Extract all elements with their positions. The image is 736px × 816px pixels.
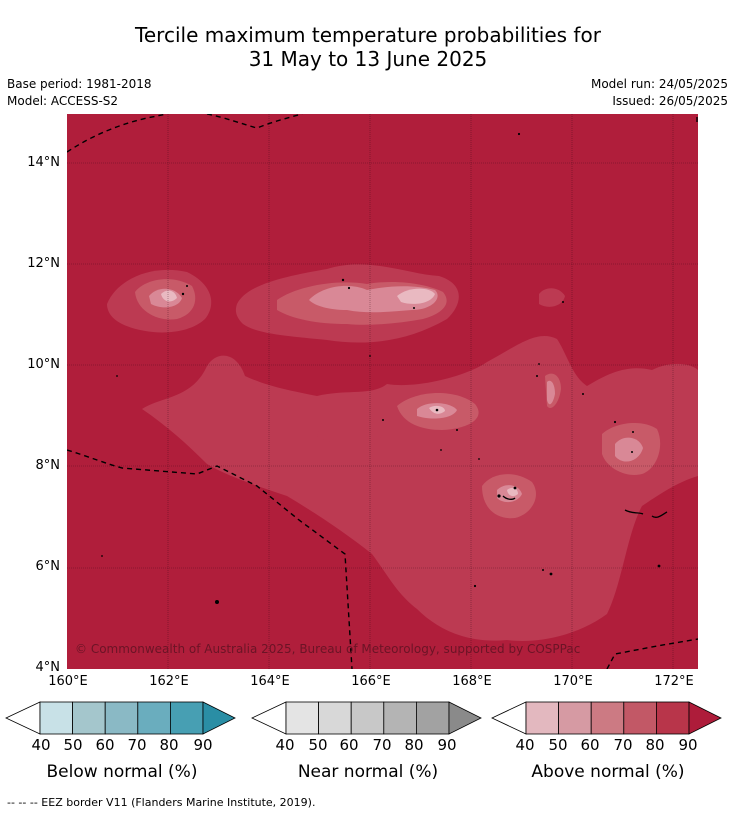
island-dots [101,132,661,604]
eez-border [67,114,698,669]
colorbar-segment [350,701,385,735]
legend-tick: 80 [159,736,179,754]
lat-label: 14°N [27,155,60,170]
legend-near-normal: 40 50 60 70 80 90 Near normal (%) [250,700,486,790]
above-normal-40-region [507,487,518,497]
lon-label: 162°E [149,674,189,689]
colorbar-min-extend [5,701,41,735]
colorbar-min-extend [491,701,527,735]
issued-date: Issued: 26/05/2025 [612,94,728,108]
legend-tick: 90 [193,736,213,754]
legend-tick: 40 [515,736,535,754]
legend-tick: 60 [95,736,115,754]
below-normal-colorbar [5,701,236,735]
legend-below-normal: 40 50 60 70 80 90 Below normal (%) [4,700,240,790]
legend-tick: 90 [437,736,457,754]
colorbar-max-extend [688,701,722,735]
colorbar-segment [623,701,657,735]
eez-footnote: -- -- -- EEZ border V11 (Flanders Marine… [7,796,316,809]
legend-tick: 90 [678,736,698,754]
colorbar-max-extend [448,701,482,735]
colorbar-segment [415,701,450,735]
probability-map: © Commonwealth of Australia 2025, Bureau… [67,114,698,669]
legend-tick: 70 [127,736,147,754]
lon-label: 166°E [351,674,391,689]
colorbar-segment [318,701,352,735]
base-period: Base period: 1981-2018 [7,77,152,91]
above-normal-70-region-west [317,413,387,448]
legend-tick: 80 [645,736,665,754]
legend-tick: 50 [63,736,83,754]
above-normal-40-region [161,290,177,302]
legend-title: Above normal (%) [531,762,685,782]
legend-tick: 50 [548,736,568,754]
colorbar-segment [137,701,171,735]
colorbar-segment [39,701,73,735]
lat-label: 10°N [27,357,60,372]
colorbar-segment [590,701,625,735]
copyright-notice: © Commonwealth of Australia 2025, Bureau… [75,642,580,656]
legend-title: Near normal (%) [297,762,439,782]
colorbar-min-extend [251,701,287,735]
legend-tick: 40 [275,736,295,754]
colorbar-segment [169,701,204,735]
island-outlines [502,495,668,518]
colorbar-max-extend [202,701,236,735]
lon-label: 168°E [452,674,492,689]
lat-label: 6°N [35,559,61,574]
legend-tick: 60 [580,736,600,754]
colorbar-segment [525,701,559,735]
colorbar-segment [104,701,139,735]
above-normal-50-region [615,437,643,462]
above-normal-70-region [142,336,698,641]
near-normal-colorbar [251,701,482,735]
lat-label: 8°N [35,458,61,473]
map-title-line2: 31 May to 13 June 2025 [248,47,488,71]
lon-label: 170°E [553,674,593,689]
colorbar-segment [72,701,106,735]
legend-tick: 80 [404,736,424,754]
colorbar-segment [383,701,417,735]
legend-tick: 70 [613,736,633,754]
colorbar-segment [285,701,319,735]
colorbar-segment [558,701,592,735]
map-canvas: © Commonwealth of Australia 2025, Bureau… [67,114,698,669]
lon-label: 160°E [48,674,88,689]
legend-tick: 70 [372,736,392,754]
above-normal-40-region [397,288,435,304]
model-name: Model: ACCESS-S2 [7,94,119,108]
legend-tick: 40 [31,736,51,754]
map-title-line1: Tercile maximum temperature probabilitie… [135,23,601,47]
model-run: Model run: 24/05/2025 [590,77,728,91]
lat-label: 12°N [27,256,60,271]
lat-label: 4°N [35,660,61,675]
above-normal-colorbar [491,701,722,735]
graticule [67,114,698,669]
legend-tick: 60 [339,736,359,754]
colorbar-segment [655,701,690,735]
legend-tick: 50 [308,736,328,754]
legend-above-normal: 40 50 60 70 80 90 Above normal (%) [490,700,726,790]
lon-label: 164°E [250,674,290,689]
legend-title: Below normal (%) [46,762,198,782]
lon-label: 172°E [654,674,694,689]
above-normal-70-region-east [539,288,565,307]
above-normal-50-region [547,380,555,405]
